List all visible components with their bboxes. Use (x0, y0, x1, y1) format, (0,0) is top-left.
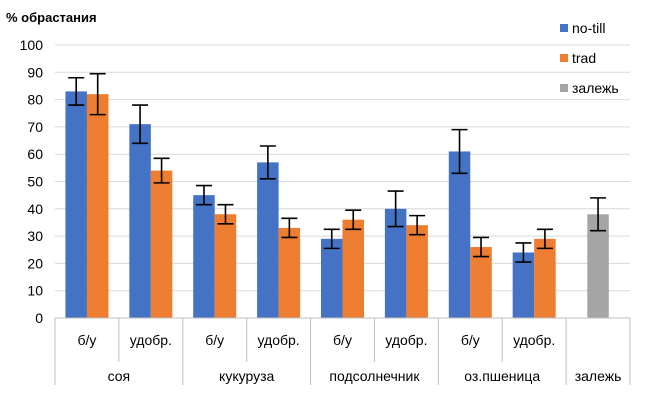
y-tick-label: 100 (20, 37, 44, 53)
x-subcategory-label: б/у (461, 332, 480, 348)
legend-swatch (560, 84, 568, 92)
y-tick-label: 60 (27, 146, 43, 162)
bar (214, 214, 237, 318)
x-axis: б/у удобр. б/у удобр. б/у удобр. б/у удобр. соя к… (54, 317, 631, 385)
x-subcategory-label: б/у (205, 332, 224, 348)
legend-label: no-till (572, 20, 605, 36)
bars-layer (65, 91, 609, 318)
x-subcategory-label: удобр. (130, 332, 172, 348)
bar (321, 238, 343, 318)
legend-label: залежь (572, 80, 619, 96)
y-axis: 0 10 20 30 40 50 60 70 80 90 100 (20, 37, 44, 326)
x-group-label: соя (108, 368, 131, 384)
bar (65, 91, 87, 318)
bar (384, 208, 407, 318)
bar (86, 94, 109, 318)
bar (129, 124, 151, 318)
y-tick-label: 0 (35, 310, 43, 326)
bar (257, 162, 279, 318)
error-bars-layer (68, 72, 607, 263)
bar (406, 225, 428, 318)
x-subcategory-label: б/у (77, 332, 96, 348)
x-group-label: подсолнечник (329, 368, 420, 384)
bar (448, 151, 471, 318)
y-tick-label: 20 (27, 255, 43, 271)
bar (470, 247, 492, 318)
legend-swatch (560, 24, 568, 32)
y-tick-label: 30 (27, 228, 43, 244)
bar (193, 195, 215, 318)
x-subcategory-label: удобр. (258, 332, 300, 348)
y-tick-label: 80 (27, 92, 43, 108)
bar (342, 219, 364, 318)
x-subcategory-label: удобр. (385, 332, 427, 348)
y-tick-label: 90 (27, 64, 43, 80)
legend: no-till trad залежь (560, 20, 619, 96)
x-group-label: оз.пшеница (464, 368, 540, 384)
y-tick-label: 50 (27, 174, 43, 190)
legend-label: trad (572, 50, 596, 66)
x-subcategory-label: удобр. (513, 332, 555, 348)
bar (278, 227, 301, 318)
legend-swatch (560, 54, 568, 62)
x-subcategory-label: б/у (333, 332, 352, 348)
x-group-label: кукуруза (219, 368, 274, 384)
y-axis-title: % обрастания (6, 10, 97, 25)
x-group-label: залежь (575, 368, 622, 384)
bar (534, 238, 556, 318)
bar (512, 252, 535, 318)
bar (587, 214, 609, 318)
y-tick-label: 40 (27, 201, 43, 217)
y-tick-label: 70 (27, 119, 43, 135)
y-tick-label: 10 (27, 283, 43, 299)
bar (150, 170, 173, 318)
